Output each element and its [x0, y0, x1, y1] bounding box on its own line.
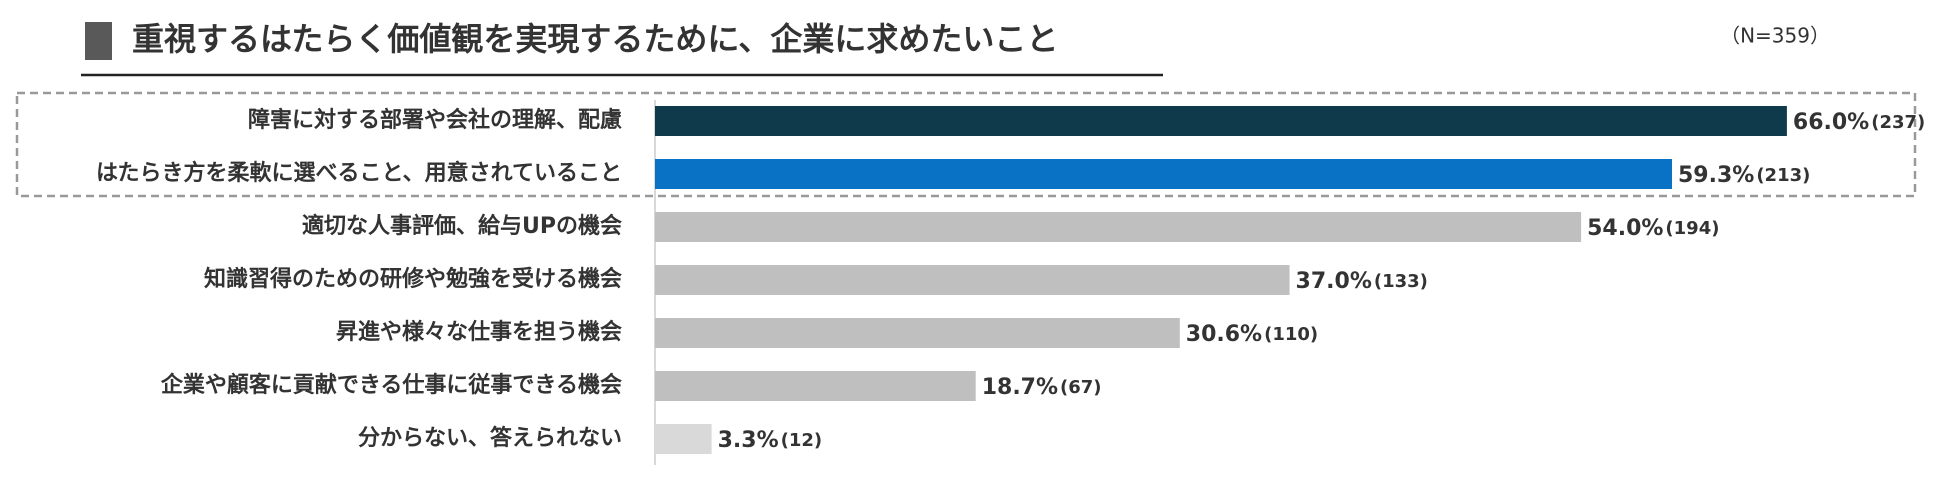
bar	[655, 371, 976, 401]
bar	[655, 265, 1290, 295]
category-label: 障害に対する部署や会社の理解、配慮	[248, 107, 622, 133]
highlight-box	[15, 91, 1917, 198]
category-label: 分からない、答えられない	[358, 425, 622, 451]
value-label: 18.7%	[982, 375, 1058, 400]
category-label: 適切な人事評価、給与UPの機会	[302, 213, 622, 239]
category-label: 知識習得のための研修や勉強を受ける機会	[204, 266, 622, 292]
value-label: 59.3%	[1678, 163, 1754, 188]
value-label: 37.0%	[1296, 269, 1372, 294]
sample-size: （N=359）	[1720, 24, 1830, 48]
title-marker	[85, 22, 112, 60]
count-label: (12)	[781, 430, 823, 451]
category-label: 昇進や様々な仕事を担う機会	[336, 319, 622, 345]
count-label: (133)	[1374, 271, 1428, 292]
value-label: 3.3%	[718, 428, 779, 453]
category-label: はたらき方を柔軟に選べること、用意されていること	[96, 160, 622, 186]
count-label: (67)	[1060, 377, 1102, 398]
bar	[655, 212, 1582, 242]
bar	[655, 106, 1787, 136]
count-label: (213)	[1756, 165, 1810, 186]
bar	[655, 159, 1672, 189]
value-label: 66.0%	[1793, 110, 1869, 135]
value-label: 30.6%	[1186, 322, 1262, 347]
category-label: 企業や顧客に貢献できる仕事に従事できる機会	[160, 372, 622, 398]
bar	[655, 318, 1180, 348]
count-label: (194)	[1665, 218, 1719, 239]
count-label: (110)	[1264, 324, 1318, 345]
chart-title: 重視するはたらく価値観を実現するために、企業に求めたいこと	[132, 20, 1058, 58]
count-label: (237)	[1871, 112, 1925, 133]
value-label: 54.0%	[1587, 216, 1663, 241]
bar	[655, 424, 712, 454]
